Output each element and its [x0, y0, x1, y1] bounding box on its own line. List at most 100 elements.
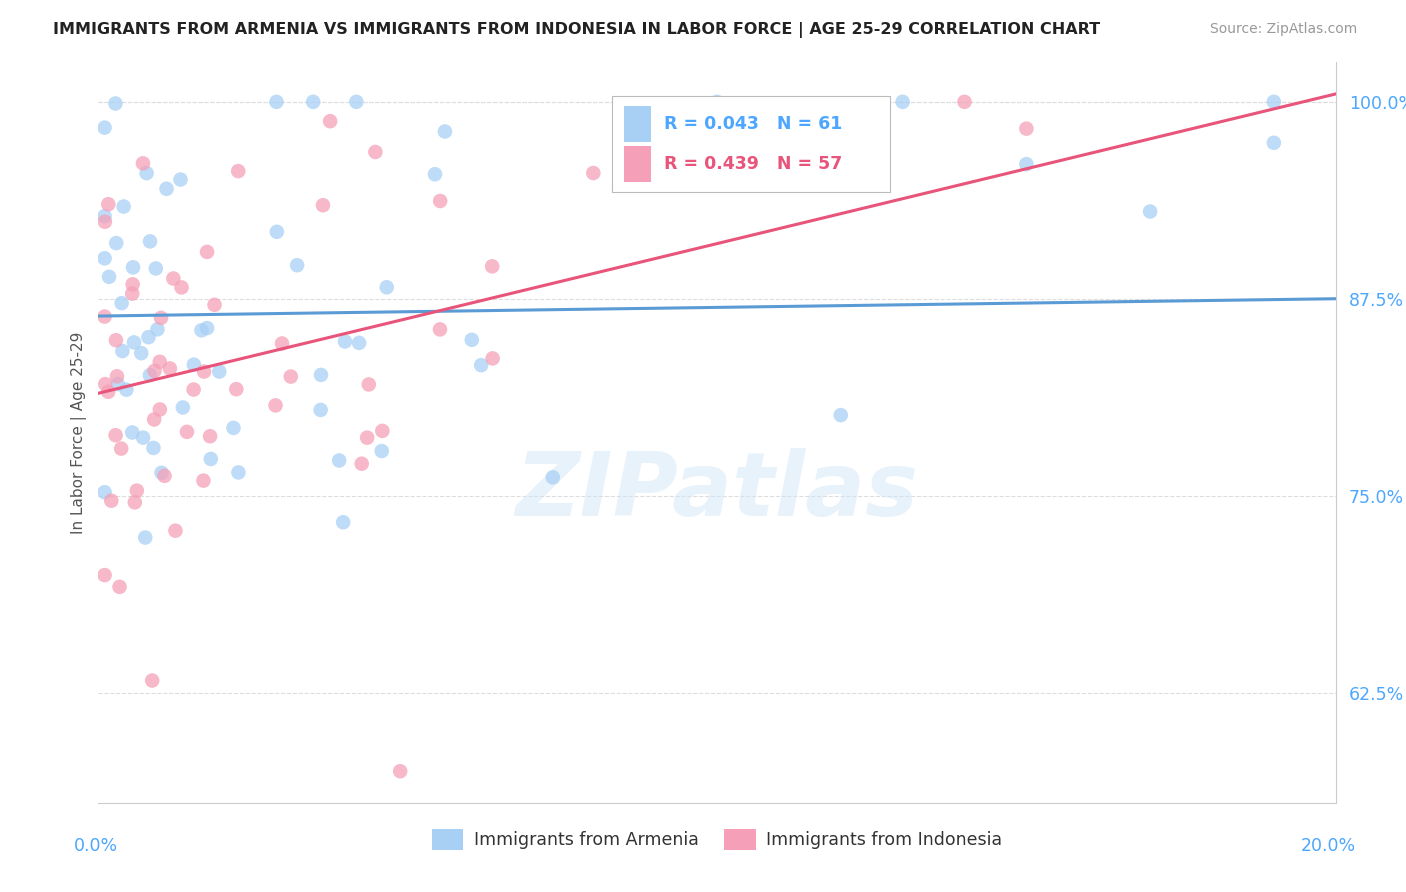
- Point: [162, 271, 184, 285]
- Point: [104, 333, 127, 347]
- Point: [481, 260, 503, 274]
- Point: [135, 166, 157, 180]
- Point: [830, 408, 852, 422]
- Point: [125, 483, 148, 498]
- Text: 20.0%: 20.0%: [1301, 837, 1357, 855]
- Point: [271, 336, 294, 351]
- Point: [309, 368, 332, 382]
- Point: [132, 156, 155, 170]
- Text: R = 0.439   N = 57: R = 0.439 N = 57: [664, 155, 842, 173]
- Point: [332, 515, 354, 529]
- Point: [328, 453, 350, 467]
- Point: [149, 355, 172, 369]
- Point: [429, 322, 451, 336]
- Point: [1263, 136, 1285, 150]
- Point: [582, 166, 605, 180]
- Point: [541, 470, 564, 484]
- Point: [222, 421, 245, 435]
- Point: [121, 425, 143, 440]
- Point: [104, 428, 127, 442]
- Point: [195, 244, 218, 259]
- Point: [121, 286, 143, 301]
- Point: [93, 120, 115, 135]
- Point: [93, 310, 115, 324]
- Point: [481, 351, 503, 366]
- Point: [309, 403, 332, 417]
- Point: [139, 368, 162, 383]
- Point: [193, 474, 215, 488]
- Point: [97, 197, 120, 211]
- Point: [121, 277, 143, 292]
- Point: [93, 568, 115, 582]
- Point: [953, 95, 976, 109]
- Point: [319, 114, 342, 128]
- Point: [129, 346, 152, 360]
- Point: [891, 95, 914, 109]
- Point: [375, 280, 398, 294]
- Point: [706, 141, 728, 155]
- Point: [266, 225, 288, 239]
- Point: [105, 369, 128, 384]
- Point: [470, 358, 492, 372]
- Point: [94, 377, 117, 392]
- Point: [165, 524, 187, 538]
- Point: [150, 466, 173, 480]
- Point: [134, 531, 156, 545]
- Point: [122, 260, 145, 275]
- Point: [111, 296, 134, 310]
- Point: [285, 258, 308, 272]
- Point: [143, 412, 166, 426]
- Point: [104, 96, 127, 111]
- Point: [159, 361, 181, 376]
- Point: [94, 215, 117, 229]
- Legend: Immigrants from Armenia, Immigrants from Indonesia: Immigrants from Armenia, Immigrants from…: [425, 822, 1010, 857]
- Point: [110, 442, 132, 456]
- Point: [195, 321, 218, 335]
- Point: [429, 194, 451, 208]
- Point: [356, 431, 378, 445]
- Point: [347, 335, 370, 350]
- Y-axis label: In Labor Force | Age 25-29: In Labor Force | Age 25-29: [72, 332, 87, 533]
- Point: [198, 429, 221, 443]
- Point: [122, 335, 145, 350]
- Point: [280, 369, 302, 384]
- Point: [141, 673, 163, 688]
- Point: [146, 322, 169, 336]
- Point: [1015, 121, 1038, 136]
- Point: [312, 198, 335, 212]
- Point: [226, 164, 249, 178]
- FancyBboxPatch shape: [624, 146, 651, 182]
- Point: [111, 344, 134, 359]
- Text: R = 0.043   N = 61: R = 0.043 N = 61: [664, 115, 842, 133]
- Point: [433, 124, 456, 138]
- Point: [344, 95, 367, 109]
- Point: [139, 235, 162, 249]
- Point: [145, 261, 167, 276]
- Point: [461, 333, 484, 347]
- Point: [108, 580, 131, 594]
- Point: [357, 377, 380, 392]
- Point: [423, 167, 446, 181]
- Point: [371, 424, 394, 438]
- FancyBboxPatch shape: [624, 106, 651, 142]
- Point: [333, 334, 356, 349]
- Point: [208, 365, 231, 379]
- Point: [169, 172, 191, 186]
- Point: [115, 383, 138, 397]
- Point: [225, 382, 247, 396]
- Point: [138, 330, 160, 344]
- Point: [150, 310, 173, 325]
- Point: [350, 457, 373, 471]
- Point: [200, 452, 222, 467]
- Point: [97, 384, 120, 399]
- Point: [193, 365, 215, 379]
- Point: [98, 269, 121, 284]
- Point: [183, 358, 205, 372]
- Point: [706, 95, 728, 109]
- Point: [100, 493, 122, 508]
- Point: [170, 280, 193, 294]
- Point: [132, 431, 155, 445]
- Point: [364, 145, 387, 159]
- Point: [172, 401, 194, 415]
- Text: Source: ZipAtlas.com: Source: ZipAtlas.com: [1209, 22, 1357, 37]
